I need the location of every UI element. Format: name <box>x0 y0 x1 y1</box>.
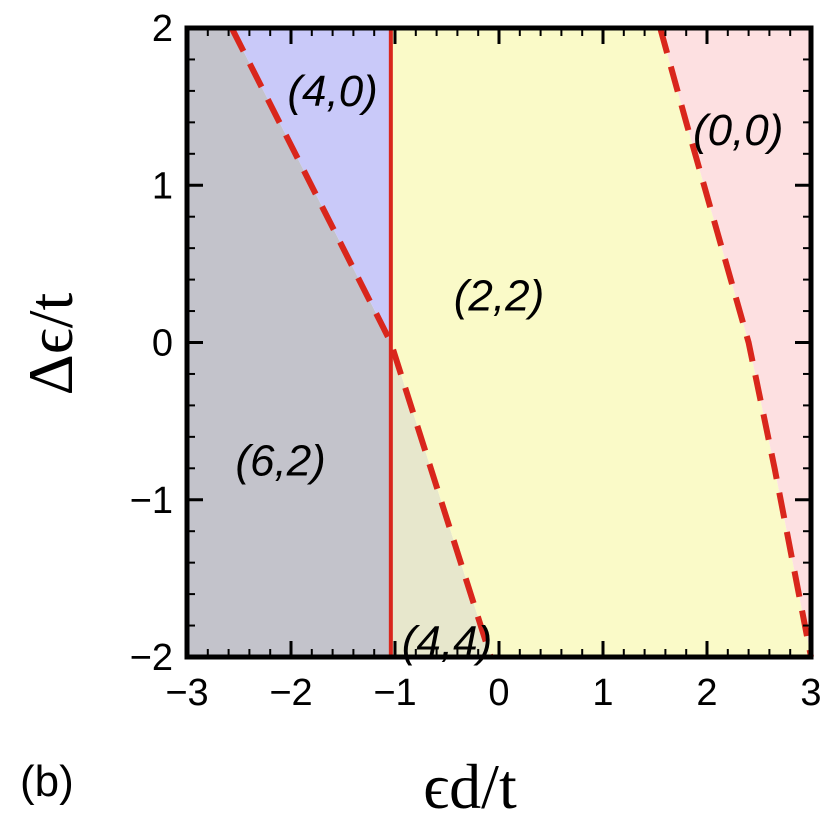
x-tick-label: −2 <box>269 672 312 714</box>
y-tick-label: 0 <box>152 323 173 365</box>
region-label-1: (4,0) <box>287 67 377 116</box>
y-tick-label: 2 <box>152 8 173 50</box>
plot-frame <box>184 25 814 660</box>
x-tick-label: 0 <box>488 672 509 714</box>
x-tick-label: −1 <box>373 672 416 714</box>
region-fill-3 <box>390 28 811 657</box>
x-tick-label: −3 <box>165 672 208 714</box>
region-label-4: (0,0) <box>693 106 783 155</box>
region-label-2: (4,4) <box>402 617 492 666</box>
boundary-line-2 <box>657 27 814 658</box>
x-tick-label: 3 <box>800 672 821 714</box>
region-fill-2 <box>390 342 491 657</box>
y-tick-label: −1 <box>130 480 173 522</box>
region-labels: (6,2) (4,0) (4,4) (2,2) (0,0) <box>235 67 783 666</box>
region-fill-0 <box>187 28 391 657</box>
boundary-line-0 <box>229 26 494 658</box>
y-axis-label: Δϵ/t <box>15 292 86 395</box>
region-fill-4 <box>660 28 811 657</box>
region-label-3: (2,2) <box>454 271 544 320</box>
x-tick-label: 1 <box>592 672 613 714</box>
x-tick-label: 2 <box>696 672 717 714</box>
y-tick-label: 1 <box>152 165 173 207</box>
region-label-0: (6,2) <box>235 436 325 485</box>
y-tick-label: −2 <box>130 637 173 679</box>
x-axis-label: ϵd/t <box>423 751 517 822</box>
panel-label: (b) <box>20 757 74 806</box>
phase-boundaries <box>229 26 814 658</box>
phase-regions <box>187 28 811 657</box>
